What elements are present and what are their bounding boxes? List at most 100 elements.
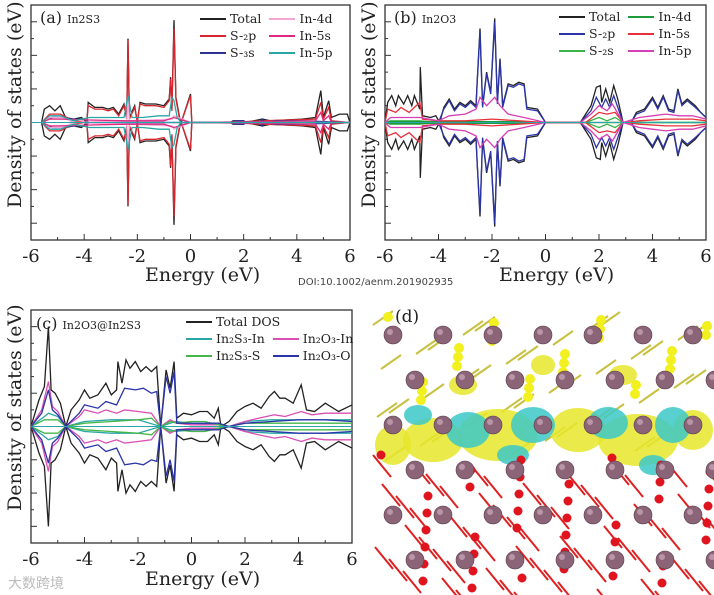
indium-atoms	[383, 325, 714, 570]
charge-density-structure-image	[372, 305, 714, 595]
x-tick-label: -4	[76, 549, 94, 570]
chart-c-plot: -6 -4 -2 0 2 4 6	[22, 309, 358, 570]
series-in-5p-down	[41, 121, 350, 150]
legend-swatch	[200, 51, 226, 54]
x-axis-label-c: Energy (eV)	[145, 568, 261, 590]
legend-swatch	[272, 337, 299, 340]
x-tick-label: -2	[129, 246, 147, 267]
series-in-5s-up	[41, 110, 350, 124]
legend-label: S-₃s	[230, 45, 255, 60]
series-total-down	[385, 120, 706, 227]
legend-swatch	[272, 354, 299, 357]
chart-b-plot: -6 -4 -2 0 2 4 6	[376, 4, 712, 267]
series-in2s3-in-up	[31, 412, 352, 428]
series-s-2s-down	[385, 121, 706, 129]
y-axis-label-a: Density of states (eV)	[4, 1, 26, 208]
legend-item-in-5p: In-5p	[628, 42, 692, 59]
x-tick-label: 4	[291, 246, 302, 267]
legend-item-s-2p: S-₂p	[559, 25, 620, 42]
x-tick-label: -4	[75, 246, 93, 267]
y-axis-label-c: Density of states (eV)	[4, 304, 26, 511]
x-tick-label: 0	[185, 246, 196, 267]
series-in-5p-up	[385, 95, 706, 124]
legend-label: In₂S₃-S	[216, 348, 261, 363]
panel-a: -6 -4 -2 0 2 4 6 (a) In2S3 Total S-₂p S-₃s In-4d I…	[0, 0, 360, 290]
legend-item-s-2p: S-₂p	[200, 27, 261, 44]
series-s-2s-up	[385, 116, 706, 124]
legend-item-in-5p: In-5p	[269, 44, 333, 61]
legend-swatch	[269, 34, 296, 37]
series-in2o3-in-down	[31, 425, 352, 472]
legend-label: Total	[589, 9, 621, 24]
legend-label: In-5p	[299, 45, 333, 60]
legend-a: Total S-₂p S-₃s In-4d In-5s In-5p	[200, 10, 333, 61]
x-tick-label: 0	[540, 246, 551, 267]
panel-d: (d)	[372, 305, 714, 595]
legend-item-in-4d: In-4d	[269, 10, 333, 27]
legend-item-s-3s: S-₃s	[200, 44, 261, 61]
x-tick-label: 2	[238, 246, 249, 267]
series-in-5p-down	[385, 121, 706, 150]
legend-label: In₂O₃-O	[302, 348, 351, 363]
legend-item-total: Total	[200, 10, 261, 27]
legend-item-total-dos: Total DOS	[186, 313, 353, 330]
legend-item-s-2s: S-₂s	[559, 42, 620, 59]
legend-label: In-5s	[299, 28, 331, 43]
series-s-2p-down	[41, 121, 350, 217]
legend-swatch	[269, 17, 296, 20]
panel-a-title: (a) In2S3	[40, 8, 101, 27]
series-in2o3-in-up	[31, 381, 352, 428]
series-in-5s-down	[385, 121, 706, 144]
legend-label: Total	[230, 11, 262, 26]
x-tick-label: 6	[344, 246, 355, 267]
legend-item-total: Total	[559, 8, 620, 25]
legend-item-in-5s: In-5s	[269, 27, 332, 44]
x-tick-label: -2	[483, 246, 501, 267]
legend-item-in-5s: In-5s	[628, 25, 691, 42]
legend-item-in2o3-o: In₂O₃-O	[272, 347, 353, 364]
panel-c: -6 -4 -2 0 2 4 6 (c) In2O3@In2S3 Total DOS In₂S…	[0, 304, 360, 595]
legend-item-in2s3-s: In₂S₃-S	[186, 347, 265, 364]
legend-swatch	[628, 15, 655, 18]
legend-swatch	[559, 49, 585, 52]
series-in-5s-down	[41, 121, 350, 135]
series-s-2p-up	[385, 21, 706, 124]
panel-b-title: (b) In2O3	[394, 8, 457, 27]
x-tick-label: 4	[293, 549, 304, 570]
legend-swatch	[200, 34, 226, 37]
x-tick-label: 6	[346, 549, 357, 570]
chart-a-plot: -6 -4 -2 0 2 4 6	[22, 4, 356, 267]
x-axis-label-b: Energy (eV)	[499, 264, 615, 286]
legend-swatch	[186, 337, 212, 340]
x-tick-label: 2	[593, 246, 604, 267]
legend-swatch	[628, 49, 655, 52]
legend-swatch	[628, 32, 655, 35]
legend-item-in2s3-in: In₂S₃-In	[186, 330, 265, 347]
series-in2s3-in-down	[31, 425, 352, 441]
legend-label: In₂S₃-In	[216, 331, 265, 346]
legend-c: Total DOS In₂S₃-In In₂O₃-In In₂S₃-S In₂O₃-O	[186, 313, 353, 364]
watermark: 大数跨境	[8, 576, 64, 592]
legend-label: S-₂p	[230, 28, 257, 43]
series-s-2p-down	[385, 121, 706, 224]
legend-label: S-₂p	[589, 26, 616, 41]
series-total-dos-down	[31, 424, 352, 527]
x-tick-label: -4	[430, 246, 448, 267]
series-total-dos-up	[31, 326, 352, 429]
panel-b: -6 -4 -2 0 2 4 6 (b) In2O3 Total S-₂p S-₂s In-4d I…	[354, 0, 714, 290]
x-axis-label-a: Energy (eV)	[145, 264, 261, 286]
legend-item-in-4d: In-4d	[628, 8, 692, 25]
legend-label: In₂O₃-In	[302, 331, 354, 346]
x-tick-label: 0	[186, 549, 197, 570]
doi-text: DOI:10.1002/aenm.201902935	[298, 277, 454, 288]
series-in-5s-up	[385, 101, 706, 124]
legend-label: In-4d	[299, 11, 333, 26]
series-in2s3-s-down	[31, 425, 352, 436]
panel-d-label: (d)	[395, 307, 420, 327]
series-in2o3-o-down	[31, 425, 352, 482]
series-in2o3-o-up	[31, 371, 352, 428]
legend-item-in2o3-in: In₂O₃-In	[272, 330, 354, 347]
x-tick-label: 6	[700, 246, 711, 267]
x-tick-label: -6	[22, 246, 40, 267]
